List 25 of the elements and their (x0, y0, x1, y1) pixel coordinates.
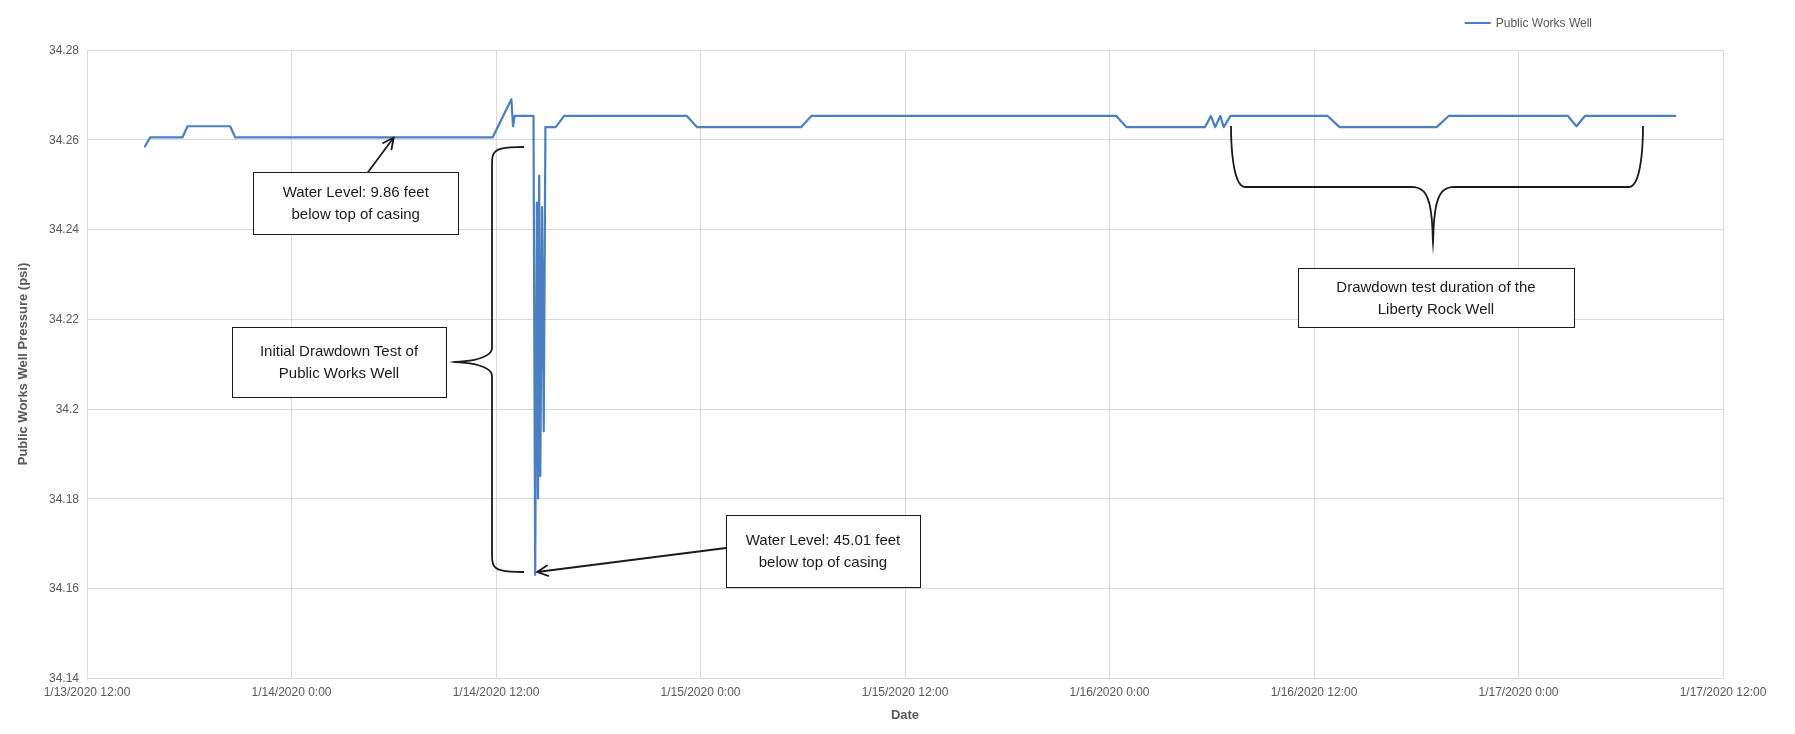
x-tick-label: 1/17/2020 0:00 (1478, 685, 1559, 699)
legend-label: Public Works Well (1495, 16, 1592, 30)
x-tick-label: 1/17/2020 12:00 (1679, 685, 1767, 699)
x-tick-label: 1/16/2020 0:00 (1069, 685, 1150, 699)
y-tick-label: 34.18 (48, 491, 80, 506)
x-tick-label: 1/14/2020 12:00 (452, 685, 540, 699)
y-tick-label: 34.26 (48, 132, 80, 147)
y-tick-label: 34.16 (48, 581, 80, 596)
text-box: Water Level: 9.86 feet below top of casing (252, 171, 459, 235)
x-tick-label: 1/14/2020 0:00 (251, 685, 332, 699)
line-series (143, 98, 1677, 576)
x-tick-label: 1/15/2020 12:00 (861, 685, 949, 699)
text-box: Initial Drawdown Test of Public Works Well (231, 326, 447, 398)
x-tick-label: 1/13/2020 12:00 (43, 685, 131, 699)
y-tick-label: 34.22 (48, 312, 80, 327)
y-tick-label: 34.14 (48, 671, 80, 685)
y-tick-label: 34.24 (48, 222, 80, 237)
text-box: Water Level: 45.01 feet below top of casing (725, 514, 921, 588)
y-tick-label: 34.2 (55, 401, 80, 416)
y-tick-label: 34.28 (48, 43, 80, 57)
x-tick-label: 1/16/2020 12:00 (1270, 685, 1358, 699)
x-axis-title: Date (890, 707, 920, 722)
x-tick-label: 1/15/2020 0:00 (660, 685, 741, 699)
y-axis-title: Public Works Well Pressure (psi) (15, 262, 30, 466)
text-box: Drawdown test duration of the Liberty Rock Well (1297, 268, 1575, 328)
